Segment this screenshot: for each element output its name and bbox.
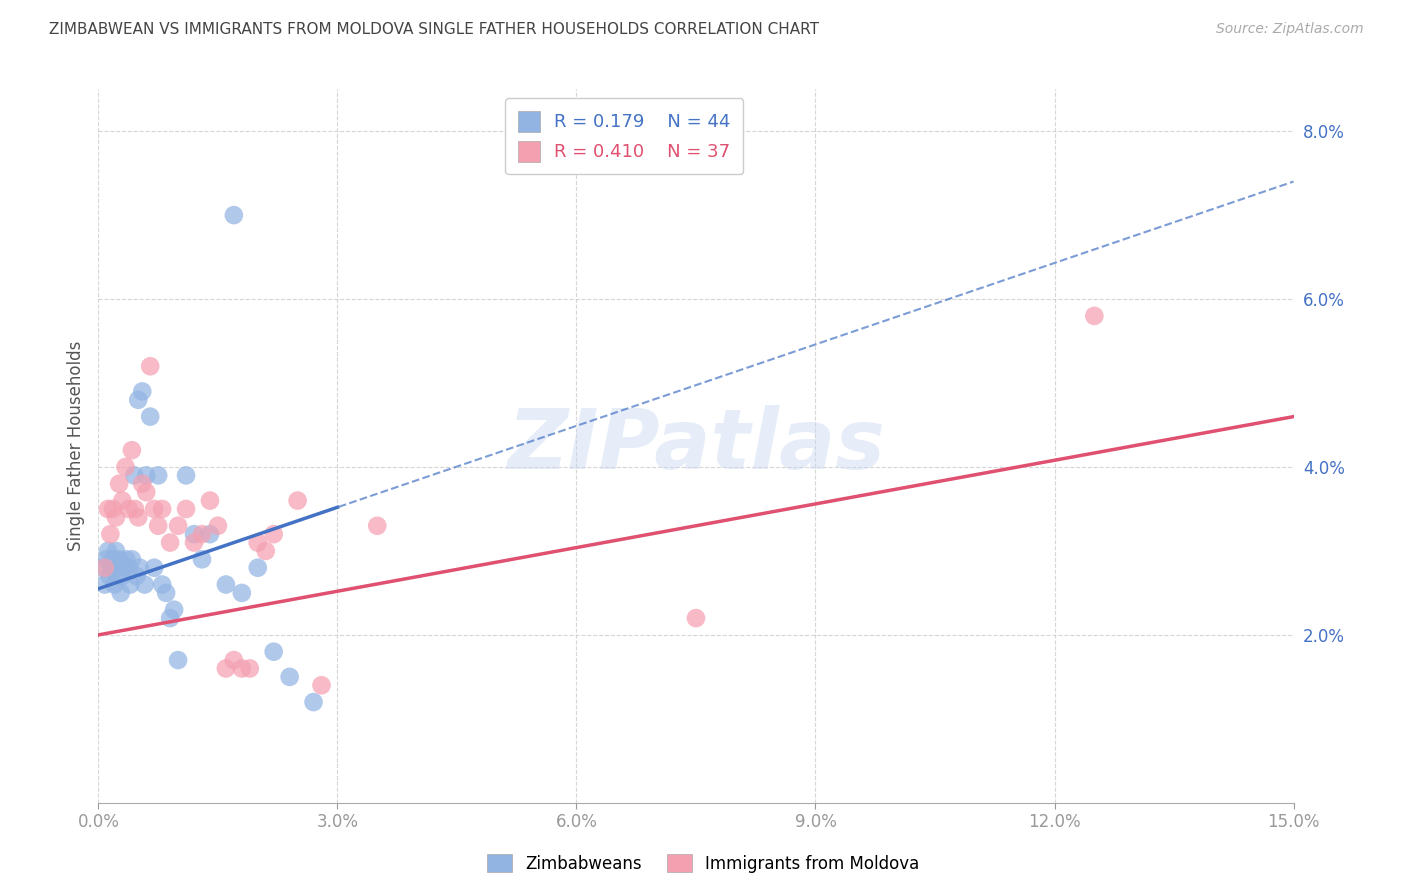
Point [104, 544, 127, 558]
Point [97, 544, 120, 558]
Point [239, 661, 262, 675]
Point [121, 443, 143, 458]
Point [150, 502, 173, 516]
Point [231, 586, 253, 600]
Point [96, 552, 118, 566]
Point [134, 577, 156, 591]
Point [127, 510, 149, 524]
Point [94, 560, 117, 574]
Point [94, 577, 117, 591]
Legend: R = 0.179    N = 44, R = 0.410    N = 37: R = 0.179 N = 44, R = 0.410 N = 37 [505, 98, 744, 174]
Point [112, 560, 135, 574]
Point [231, 661, 253, 675]
Point [191, 527, 214, 541]
Point [215, 661, 238, 675]
Point [246, 560, 269, 574]
Point [124, 502, 146, 516]
Point [183, 535, 205, 549]
Point [101, 552, 124, 566]
Point [98, 569, 121, 583]
Text: ZIMBABWEAN VS IMMIGRANTS FROM MOLDOVA SINGLE FATHER HOUSEHOLDS CORRELATION CHART: ZIMBABWEAN VS IMMIGRANTS FROM MOLDOVA SI… [49, 22, 820, 37]
Point [167, 653, 190, 667]
Point [120, 577, 142, 591]
Point [143, 502, 166, 516]
Point [198, 527, 221, 541]
Point [148, 518, 170, 533]
Point [685, 611, 707, 625]
Point [135, 468, 157, 483]
Point [254, 544, 277, 558]
Point [287, 493, 309, 508]
Point [143, 560, 166, 574]
Point [103, 577, 125, 591]
Point [148, 468, 170, 483]
Point [114, 460, 136, 475]
Text: Source: ZipAtlas.com: Source: ZipAtlas.com [1216, 22, 1364, 37]
Point [207, 518, 229, 533]
Point [198, 493, 221, 508]
Point [121, 552, 143, 566]
Point [263, 645, 285, 659]
Legend: Zimbabweans, Immigrants from Moldova: Zimbabweans, Immigrants from Moldova [479, 847, 927, 880]
Point [97, 502, 120, 516]
Point [183, 527, 205, 541]
Point [104, 510, 127, 524]
Point [163, 603, 186, 617]
Point [118, 560, 141, 574]
Point [108, 476, 131, 491]
Point [167, 518, 190, 533]
Point [263, 527, 285, 541]
Point [118, 502, 141, 516]
Point [302, 695, 325, 709]
Point [111, 493, 134, 508]
Point [191, 552, 214, 566]
Y-axis label: Single Father Households: Single Father Households [66, 341, 84, 551]
Point [108, 552, 131, 566]
Point [131, 476, 153, 491]
Point [366, 518, 388, 533]
Point [139, 409, 162, 424]
Point [159, 611, 181, 625]
Point [125, 569, 148, 583]
Point [174, 468, 197, 483]
Point [222, 208, 245, 222]
Point [174, 502, 197, 516]
Point [246, 535, 269, 549]
Point [111, 569, 134, 583]
Point [131, 384, 153, 399]
Text: ZIPatlas: ZIPatlas [508, 406, 884, 486]
Point [98, 527, 122, 541]
Point [135, 485, 157, 500]
Point [128, 560, 150, 574]
Point [155, 586, 177, 600]
Point [127, 392, 149, 407]
Point [91, 560, 114, 574]
Point [159, 535, 181, 549]
Point [1083, 309, 1105, 323]
Point [222, 653, 245, 667]
Point [101, 502, 124, 516]
Point [139, 359, 162, 374]
Point [124, 468, 146, 483]
Point [278, 670, 301, 684]
Point [311, 678, 333, 692]
Point [150, 577, 173, 591]
Point [115, 552, 138, 566]
Point [110, 586, 132, 600]
Point [100, 560, 122, 574]
Point [107, 569, 129, 583]
Point [215, 577, 238, 591]
